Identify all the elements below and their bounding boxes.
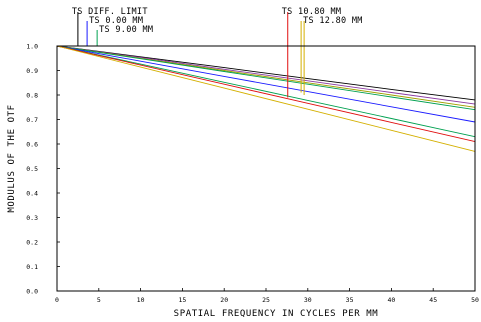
x-tick-label: 20 — [220, 296, 228, 304]
series-line-8 — [56, 45, 476, 152]
x-tick-label: 0 — [55, 296, 59, 304]
legend-label: TS 9.00 MM — [99, 25, 153, 35]
x-tick-label: 25 — [262, 296, 270, 304]
x-tick-label: 50 — [471, 296, 479, 304]
x-axis-label: SPATIAL FREQUENCY IN CYCLES PER MM — [174, 309, 379, 319]
y-tick-label: 0.3 — [26, 214, 38, 222]
legend-markers — [77, 12, 305, 98]
y-tick-label: 0.5 — [26, 165, 38, 173]
y-tick-label: 0.7 — [26, 116, 38, 124]
x-tick-label: 15 — [178, 296, 186, 304]
series-line-1 — [56, 45, 476, 101]
y-tick-label: 0.4 — [26, 189, 38, 197]
x-tick-label: 35 — [346, 296, 354, 304]
x-tick-label: 30 — [304, 296, 312, 304]
y-tick-label: 0.0 — [26, 287, 38, 295]
y-axis-label: MODULUS OF THE OTF — [7, 104, 17, 212]
legend-label: TS DIFF. LIMIT — [72, 7, 148, 17]
series-line-2 — [56, 45, 476, 105]
plot-frame — [56, 45, 476, 292]
x-tick-label: 45 — [429, 296, 437, 304]
y-tick-label: 0.9 — [26, 67, 38, 75]
series-line-5 — [56, 45, 476, 123]
legend-label: TS 0.00 MM — [89, 16, 143, 26]
series-line-7 — [56, 45, 476, 143]
series-line-4 — [56, 45, 476, 111]
y-tick-label: 1.0 — [26, 42, 38, 50]
y-tick-label: 0.6 — [26, 140, 38, 148]
x-tick-label: 5 — [97, 296, 101, 304]
axis-ticks: 0 5 10 15 20 25 30 35 40 45 50 0.0 0.1 0.2 0.3 0.4 0.5 0.… — [26, 42, 479, 304]
legend-label: TS 10.80 MM — [282, 7, 342, 17]
series-line-6 — [56, 45, 476, 138]
y-tick-label: 0.1 — [26, 263, 38, 271]
x-tick-label: 10 — [137, 296, 145, 304]
y-tick-label: 0.8 — [26, 91, 38, 99]
legend-label: TS 12.80 MM — [303, 16, 363, 26]
x-tick-label: 40 — [387, 296, 395, 304]
y-tick-label: 0.2 — [26, 238, 38, 246]
series-lines — [56, 45, 476, 152]
